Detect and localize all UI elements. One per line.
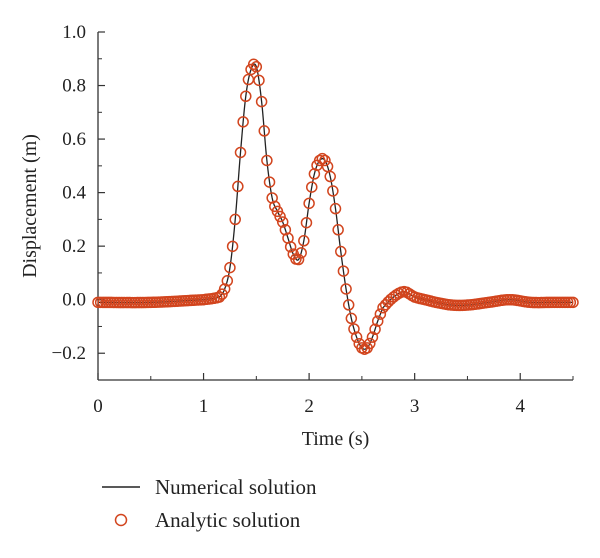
- data-point-analytic: [335, 245, 347, 258]
- data-point-analytic: [276, 216, 289, 228]
- data-point-analytic: [295, 247, 307, 259]
- data-point-analytic: [242, 73, 255, 86]
- data-point-analytic: [229, 213, 241, 226]
- data-point-analytic: [253, 74, 265, 87]
- x-tick-label: 2: [304, 396, 314, 417]
- data-point-analytic: [371, 315, 384, 327]
- data-point-analytic: [567, 296, 579, 309]
- data-point-analytic: [255, 95, 268, 108]
- data-point-analytic: [321, 160, 334, 173]
- legend-label-analytic: Analytic solution: [155, 508, 301, 532]
- data-point-analytic: [327, 185, 339, 197]
- y-tick-label: −0.2: [52, 343, 86, 364]
- data-point-analytic: [258, 125, 270, 137]
- y-tick-label: 0.4: [62, 183, 86, 204]
- x-tick-label: 0: [93, 396, 103, 417]
- data-point-analytic: [306, 181, 318, 193]
- y-tick-label: 1.0: [62, 22, 86, 43]
- series-markers-analytic: [92, 58, 579, 355]
- legend: Numerical solution Analytic solution: [102, 475, 317, 532]
- x-tick-label: 4: [515, 396, 525, 417]
- data-point-analytic: [221, 275, 234, 287]
- data-point-analytic: [218, 283, 231, 295]
- y-tick-label: 0.2: [62, 236, 86, 257]
- axes: [97, 32, 573, 381]
- data-point-analytic: [300, 216, 313, 229]
- x-tick-labels: 0 1 2 3 4: [93, 396, 525, 417]
- data-point-analytic: [332, 224, 344, 236]
- y-tick-label: 0.8: [62, 76, 86, 97]
- data-point-analytic: [350, 331, 363, 343]
- data-point-analytic: [340, 283, 352, 295]
- data-point-analytic: [250, 61, 263, 73]
- legend-swatch-analytic: [114, 513, 128, 527]
- legend-label-numerical: Numerical solution: [155, 475, 317, 499]
- data-point-analytic: [364, 337, 376, 350]
- data-point-analytic: [237, 116, 249, 128]
- data-point-analytic: [261, 154, 273, 167]
- data-point-analytic: [337, 265, 350, 277]
- data-point-analytic: [213, 291, 226, 303]
- data-point-analytic: [234, 146, 247, 159]
- y-tick-labels: −0.2 0.0 0.2 0.4 0.6 0.8 1.0: [52, 22, 87, 364]
- data-point-analytic: [369, 323, 381, 336]
- data-point-analytic: [274, 210, 286, 223]
- data-point-analytic: [316, 152, 329, 165]
- data-point-analytic: [319, 154, 331, 167]
- data-point-analytic: [329, 202, 342, 215]
- data-point-analytic: [366, 331, 379, 343]
- x-tick-label: 1: [199, 396, 209, 417]
- data-point-analytic: [348, 323, 360, 335]
- data-point-analytic: [247, 58, 260, 71]
- data-point-analytic: [240, 90, 252, 102]
- x-tick-label: 3: [410, 396, 420, 417]
- data-point-analytic: [226, 240, 239, 253]
- data-point-analytic: [303, 197, 315, 210]
- data-point-analytic: [263, 176, 276, 188]
- data-point-analytic: [298, 235, 310, 247]
- y-axis-label: Displacement (m): [19, 134, 41, 278]
- data-point-analytic: [345, 312, 358, 325]
- data-point-analytic: [232, 180, 244, 193]
- data-point-analytic: [292, 253, 305, 266]
- data-point-analytic: [374, 308, 387, 320]
- data-point-analytic: [284, 241, 297, 253]
- data-point-analytic: [224, 261, 236, 274]
- y-tick-label: 0.6: [62, 129, 86, 150]
- data-point-analytic: [313, 154, 326, 167]
- data-point-analytic: [324, 170, 336, 183]
- y-tick-label: 0.0: [62, 290, 86, 311]
- data-point-analytic: [342, 299, 355, 311]
- x-axis-label: Time (s): [302, 428, 370, 450]
